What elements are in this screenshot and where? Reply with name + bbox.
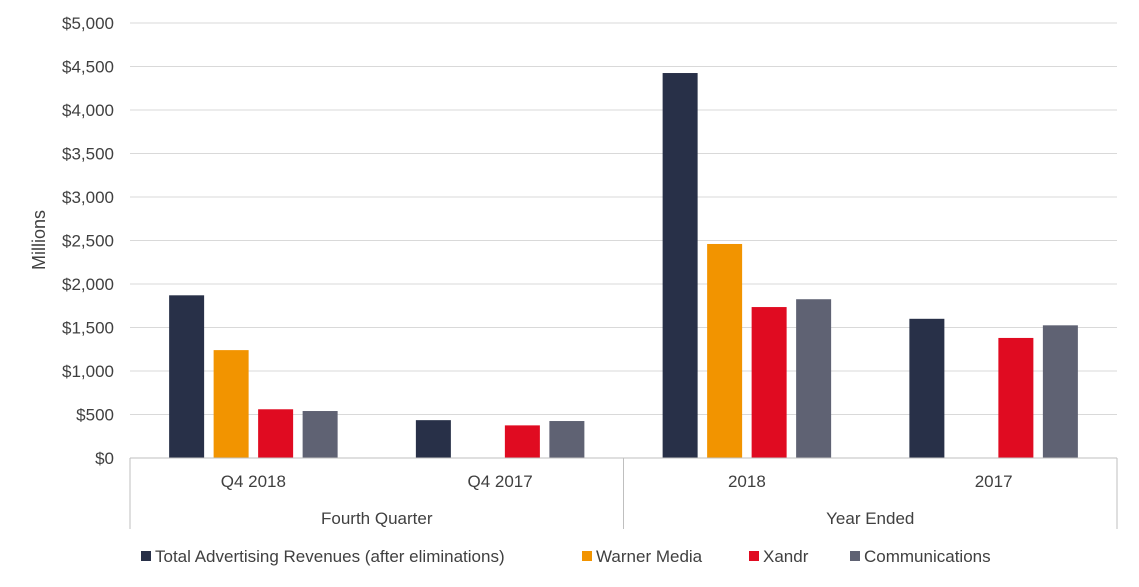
bar: [909, 318, 945, 458]
gridlines: [130, 22, 1117, 415]
y-tick-label: $500: [76, 406, 114, 425]
bar: [1042, 325, 1078, 458]
bar: [504, 425, 540, 458]
legend-swatch: [749, 551, 759, 561]
bar: [751, 307, 787, 458]
legend-swatch: [141, 551, 151, 561]
x-tick-label: 2018: [728, 472, 766, 491]
y-tick-label: $3,000: [62, 188, 114, 207]
legend-label: Total Advertising Revenues (after elimin…: [155, 547, 505, 566]
bars: [169, 73, 1078, 459]
y-tick-label: $3,500: [62, 145, 114, 164]
group-label: Fourth Quarter: [321, 509, 433, 528]
y-axis-ticks: $0 $500 $1,000 $1,500 $2,000 $2,500 $3,000 $3,5…: [62, 14, 114, 468]
bar: [258, 409, 294, 458]
category-labels: Q4 2018 Q4 2017 2018 2017: [221, 472, 1013, 491]
bar: [169, 295, 205, 458]
legend-label: Xandr: [763, 547, 809, 566]
group-labels: Fourth Quarter Year Ended: [321, 509, 914, 528]
bar: [707, 243, 743, 458]
bar: [998, 337, 1034, 458]
y-tick-label: $0: [95, 449, 114, 468]
bar: [796, 299, 832, 458]
legend-label: Communications: [864, 547, 991, 566]
legend-swatch: [582, 551, 592, 561]
y-tick-label: $4,000: [62, 101, 114, 120]
x-tick-label: Q4 2017: [468, 472, 533, 491]
y-tick-label: $2,000: [62, 275, 114, 294]
y-tick-label: $4,500: [62, 58, 114, 77]
y-tick-label: $1,000: [62, 362, 114, 381]
y-tick-label: $1,500: [62, 319, 114, 338]
x-tick-label: Q4 2018: [221, 472, 286, 491]
x-axis: [129, 457, 1118, 529]
bar: [302, 411, 338, 458]
bar: [213, 350, 249, 458]
legend-swatch: [850, 551, 860, 561]
bar: [415, 420, 451, 458]
group-label: Year Ended: [826, 509, 914, 528]
y-axis-label: Millions: [29, 210, 49, 270]
y-tick-label: $5,000: [62, 14, 114, 33]
y-tick-label: $2,500: [62, 232, 114, 251]
bar: [662, 73, 698, 459]
bar: [549, 421, 585, 458]
x-tick-label: 2017: [975, 472, 1013, 491]
legend: Total Advertising Revenues (after elimin…: [141, 547, 991, 566]
legend-label: Warner Media: [596, 547, 703, 566]
